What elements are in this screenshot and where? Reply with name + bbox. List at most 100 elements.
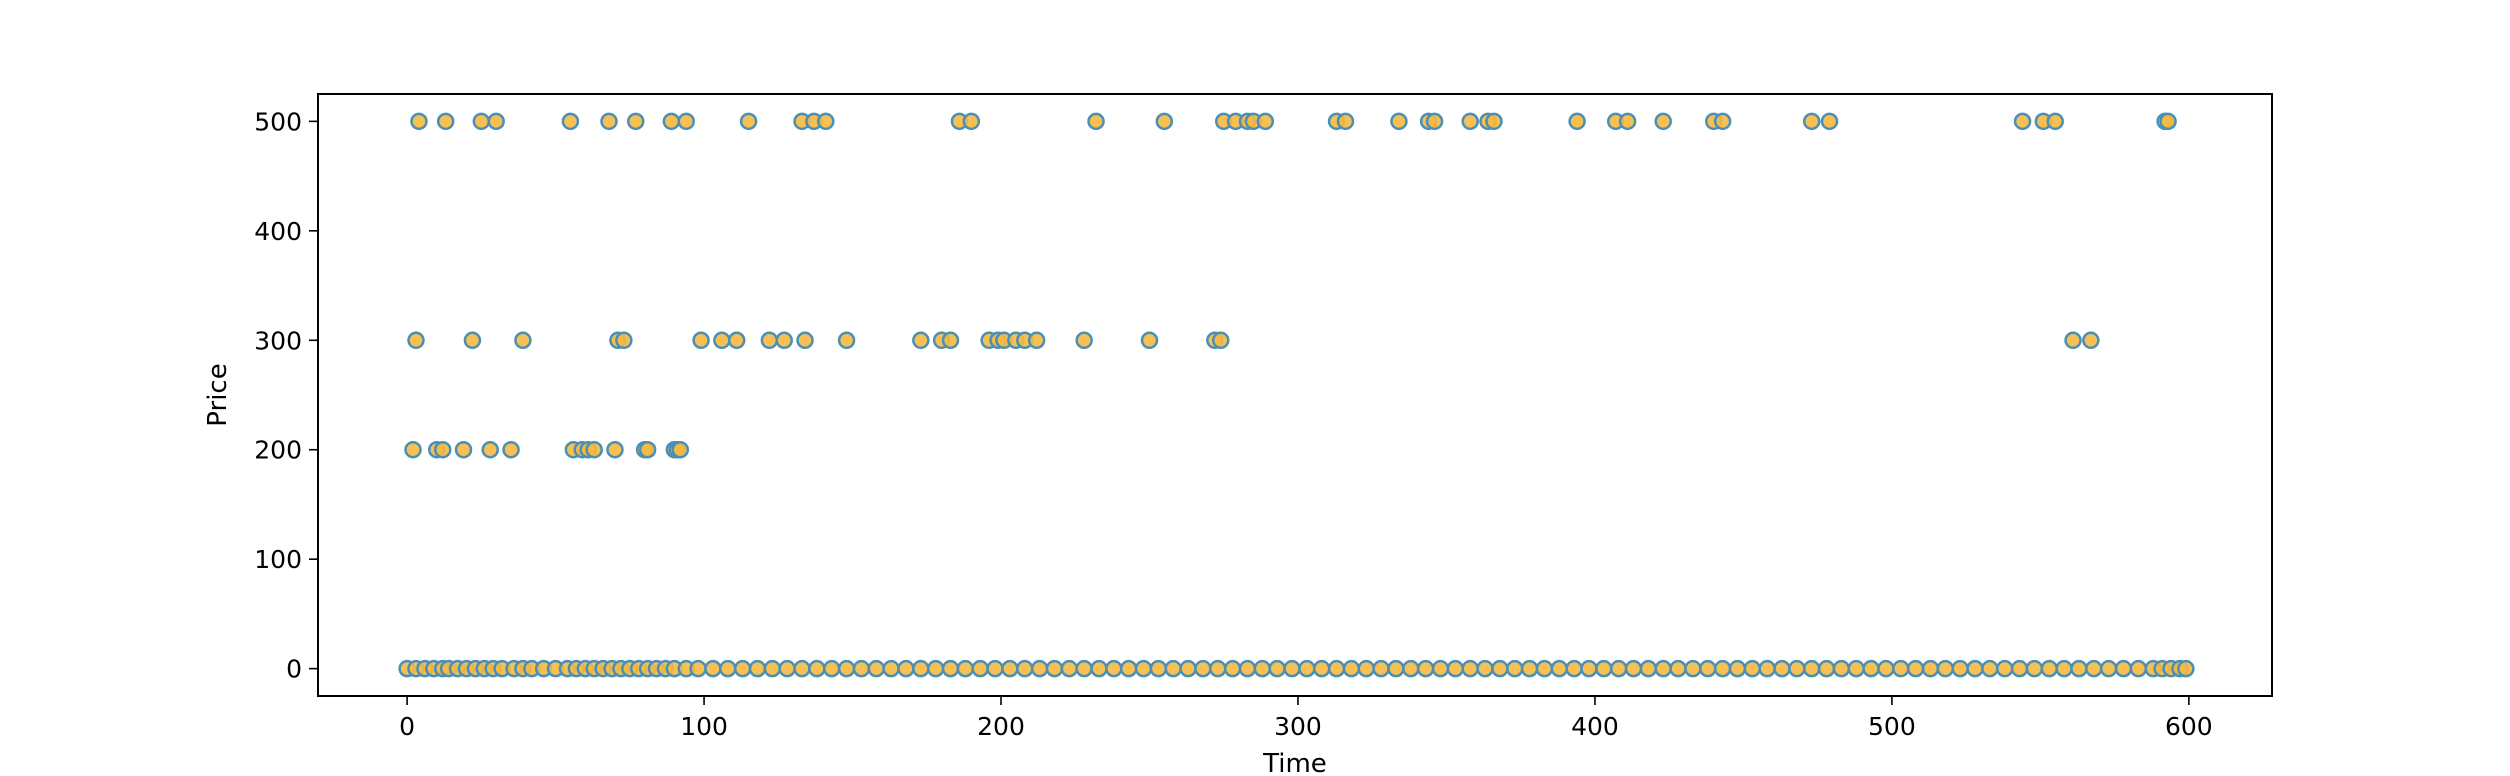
scatter-point (514, 331, 532, 350)
scatter-point (986, 659, 1004, 678)
x-tick-label: 200 (977, 712, 1025, 741)
scatter-point (1298, 659, 1316, 678)
scatter-point (1149, 659, 1168, 678)
scatter-point (1336, 112, 1355, 131)
scatter-point (692, 331, 710, 350)
scatter-point (1060, 659, 1079, 678)
scatter-point (926, 659, 945, 678)
scatter-point (1001, 659, 1019, 678)
scatter-point (1223, 659, 1242, 678)
scatter-point (2046, 112, 2064, 131)
scatter-point (793, 659, 811, 678)
scatter-point (1283, 659, 1301, 678)
scatter-point (481, 440, 499, 459)
scatter-point (837, 659, 856, 678)
scatter-point (1832, 659, 1851, 678)
scatter-point (2082, 331, 2100, 350)
markers-layer (398, 112, 2195, 678)
scatter-point (615, 331, 633, 350)
scatter-point (733, 659, 752, 678)
scatter-point (404, 440, 422, 459)
scatter-point (1595, 659, 1613, 678)
scatter-point (1212, 331, 1230, 350)
scatter-point (1862, 659, 1880, 678)
scatter-point (463, 331, 482, 350)
x-axis-label: Time (1262, 749, 1327, 776)
scatter-point (971, 659, 989, 678)
scatter-point (822, 659, 841, 678)
scatter-point (941, 331, 960, 350)
scatter-point (1461, 112, 1479, 131)
scatter-point (1030, 659, 1049, 678)
scatter-point (1312, 659, 1331, 678)
scatter-point (1342, 659, 1361, 678)
scatter-point (472, 112, 491, 131)
scatter-point (1253, 659, 1272, 678)
scatter-point (748, 659, 767, 678)
scatter-point (2070, 659, 2088, 678)
scatter-point (1535, 659, 1554, 678)
scatter-point (727, 331, 746, 350)
scatter-point (689, 659, 707, 678)
y-tick-label: 500 (254, 107, 302, 136)
scatter-point (671, 440, 690, 459)
scatter-point (778, 659, 796, 678)
scatter-point (1268, 659, 1286, 678)
scatter-point (817, 112, 835, 131)
x-tick-label: 400 (1571, 712, 1619, 741)
y-axis-label: Price (203, 363, 233, 426)
scatter-point (2085, 659, 2103, 678)
scatter-point (912, 659, 930, 678)
scatter-point (1256, 112, 1275, 131)
scatter-point (1105, 659, 1123, 678)
scatter-point (763, 659, 782, 678)
scatter-point (1075, 659, 1093, 678)
scatter-point (2055, 659, 2073, 678)
scatter-point (1609, 659, 1628, 678)
scatter-point (882, 659, 900, 678)
scatter-point (1921, 659, 1940, 678)
scatter-point (2010, 659, 2029, 678)
scatter-point (2114, 659, 2133, 678)
scatter-point (897, 659, 915, 678)
scatter-point (410, 112, 428, 131)
scatter-point (1027, 331, 1046, 350)
scatter-point (1209, 659, 1227, 678)
scatter-point (662, 112, 681, 131)
plot-frame (317, 93, 2273, 697)
scatter-point (1402, 659, 1420, 678)
scatter-point (1788, 659, 1806, 678)
scatter-point (962, 112, 981, 131)
scatter-point (677, 112, 695, 131)
x-tick-label: 300 (1274, 712, 1322, 741)
scatter-point (1506, 659, 1524, 678)
scatter-point (1699, 659, 1717, 678)
scatter-point (2040, 659, 2059, 678)
scatter-point (1491, 659, 1509, 678)
scatter-point (1194, 659, 1212, 678)
y-tick-label: 400 (254, 217, 302, 246)
scatter-point (407, 331, 425, 350)
scatter-point (433, 440, 452, 459)
scatter-point (1327, 659, 1346, 678)
scatter-point (1580, 659, 1598, 678)
scatter-point (1565, 659, 1583, 678)
scatter-point (719, 659, 737, 678)
scatter-point (1416, 659, 1435, 678)
scatter-point (1936, 659, 1955, 678)
scatter-point (1966, 659, 1984, 678)
scatter-point (1155, 112, 1174, 131)
y-tick-label: 300 (254, 326, 302, 355)
scatter-point (775, 331, 793, 350)
scatter-point (1684, 659, 1702, 678)
scatter-point (1550, 659, 1569, 678)
scatter-point (1713, 112, 1732, 131)
scatter-point (1802, 112, 1821, 131)
scatter-point (1140, 331, 1159, 350)
scatter-point (1995, 659, 2014, 678)
scatter-point (1164, 659, 1182, 678)
scatter-point (867, 659, 886, 678)
scatter-point (436, 112, 455, 131)
scatter-point (638, 440, 657, 459)
